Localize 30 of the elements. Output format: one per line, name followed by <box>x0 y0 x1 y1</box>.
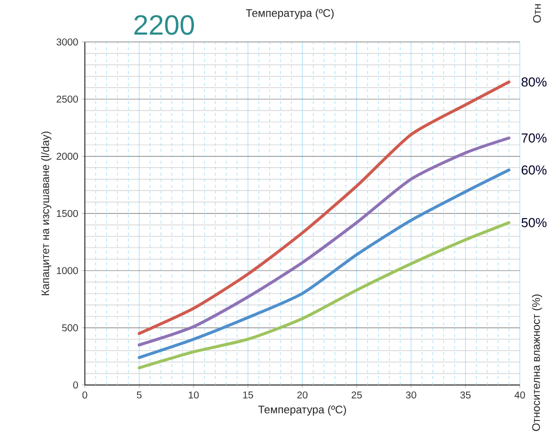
x-tick-label: 40 <box>514 391 525 399</box>
y-tick-label: 0 <box>73 381 78 388</box>
y-axis-title: Капацитет на изсушаване (l/day) <box>41 132 52 296</box>
line-series <box>138 80 510 336</box>
series-label: 50% <box>522 218 546 228</box>
y-tick-label: 3000 <box>56 38 78 46</box>
x-tick-label: 10 <box>188 391 199 399</box>
series-label: 80% <box>522 77 546 87</box>
x-axis-title: Температура (ºC) <box>258 405 346 416</box>
x-tick-label: 30 <box>406 391 416 399</box>
y-tick-label: 1500 <box>56 210 78 217</box>
x-tick-label: 25 <box>352 391 362 399</box>
line-series <box>138 221 510 370</box>
x-tick-label: 0 <box>82 391 88 399</box>
x-tick-label: 35 <box>460 391 471 399</box>
series-label: 70% <box>522 133 546 143</box>
text: Относителна влажност (%) <box>532 294 542 431</box>
line-series <box>138 168 510 360</box>
line-series <box>138 136 510 346</box>
x-tick-label: 15 <box>243 391 254 398</box>
y-tick-label: 1000 <box>56 267 78 274</box>
y-tick-label: 2000 <box>56 152 78 160</box>
series-label: 60% <box>522 165 546 175</box>
x-tick-label: 20 <box>297 391 308 399</box>
y-tick-label: 2500 <box>56 96 78 103</box>
chart-title: 2200 <box>134 15 194 35</box>
y-tick-label: 500 <box>62 324 78 332</box>
text: Отн <box>533 4 541 23</box>
text: Температура (ºC) <box>246 8 334 20</box>
x-tick-label: 5 <box>136 391 142 398</box>
